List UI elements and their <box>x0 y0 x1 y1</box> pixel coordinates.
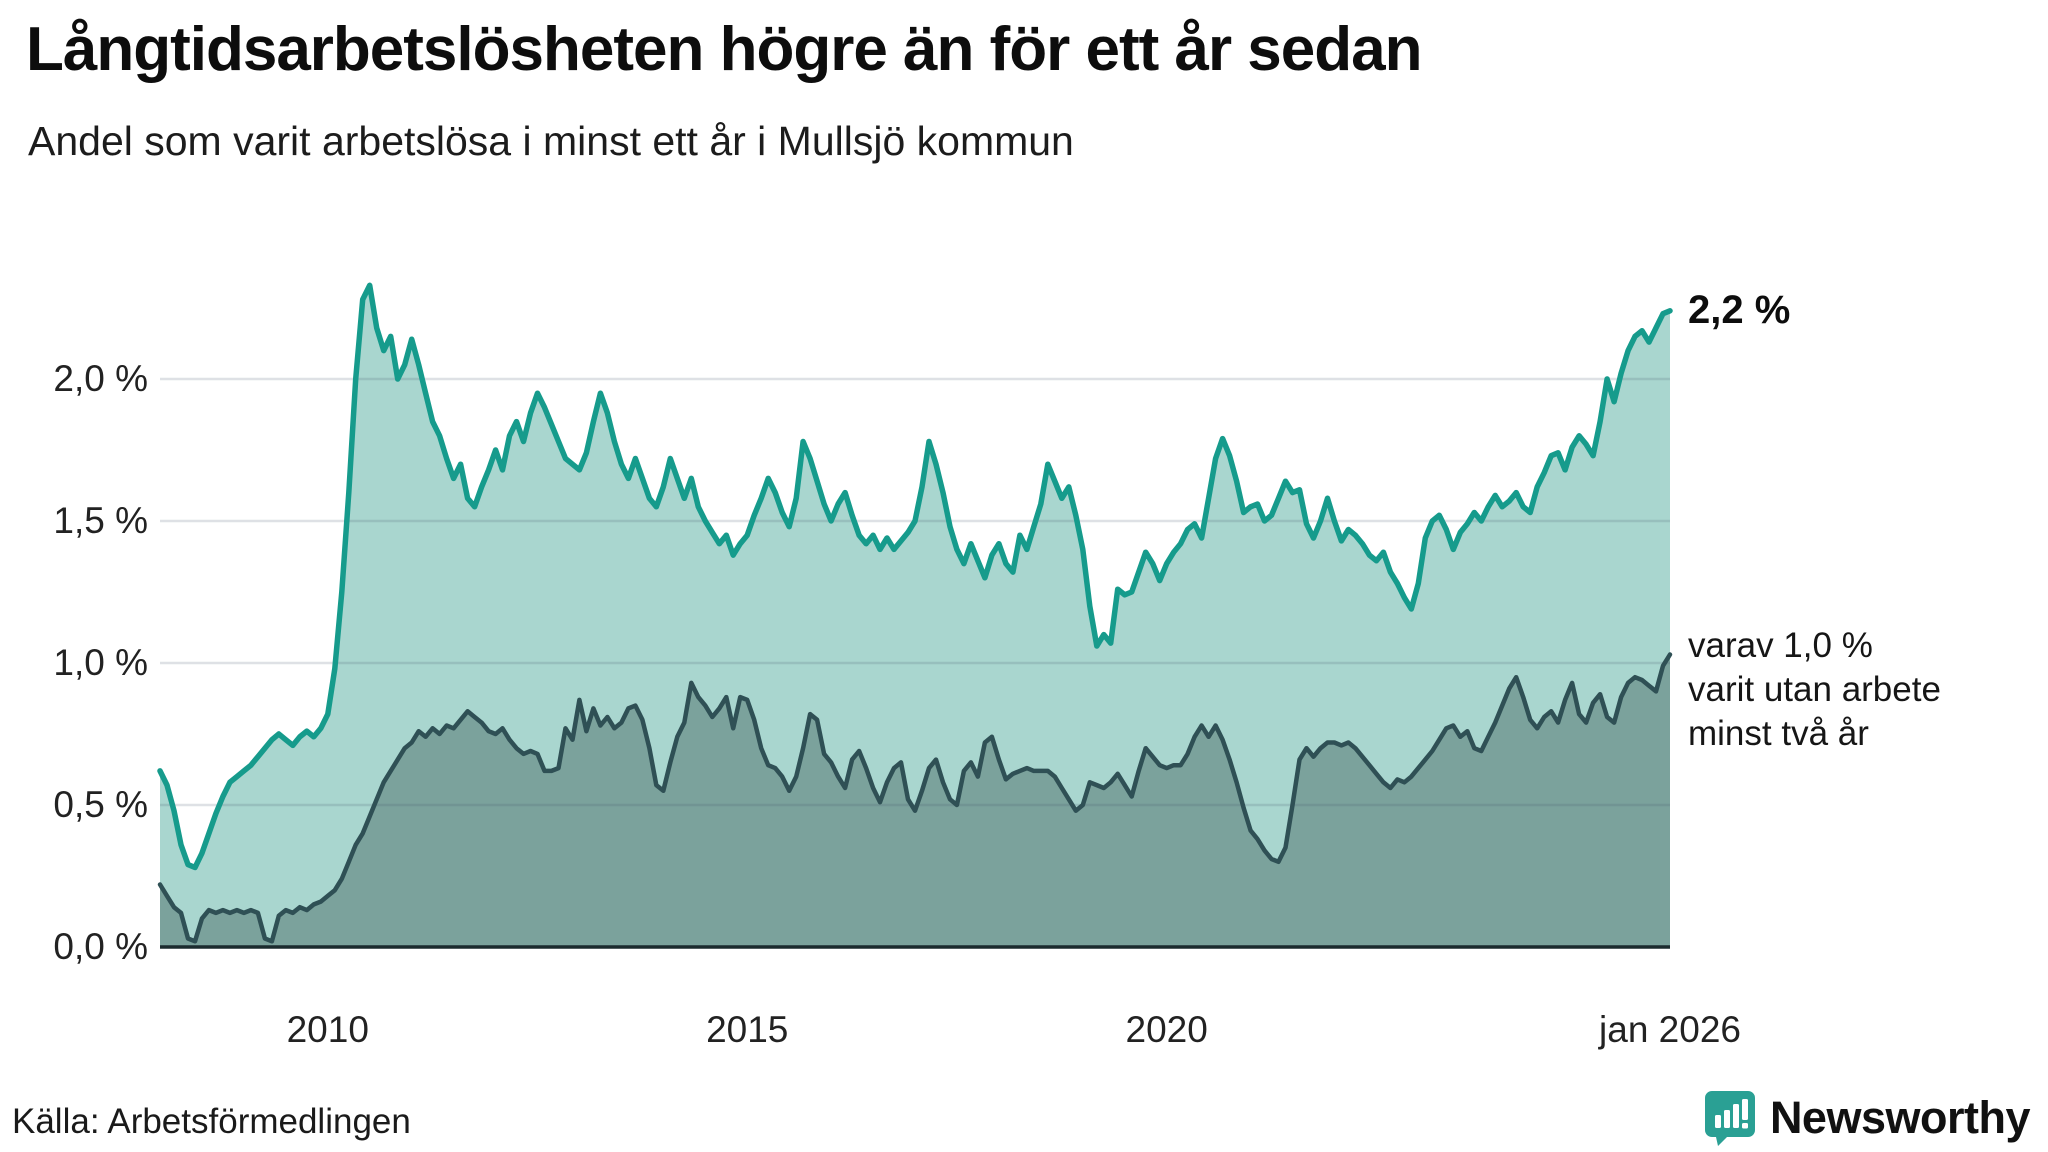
x-tick-label: 2010 <box>286 1009 369 1050</box>
x-tick-label: 2015 <box>706 1009 789 1050</box>
newsworthy-wordmark: Newsworthy <box>1769 1092 2031 1143</box>
y-tick-label: 1,0 % <box>53 642 148 683</box>
newsworthy-speech-bubble-bar-chart-icon <box>1704 1091 1755 1146</box>
x-tick-label: 2020 <box>1125 1009 1208 1050</box>
series2-annotation-line-3: minst två år <box>1688 714 1869 753</box>
x-tick-label: jan 2026 <box>1599 1009 1741 1050</box>
series1-line <box>157 282 1673 871</box>
series2-annotation-line-1: varav 1,0 % <box>1688 626 1873 665</box>
y-tick-label: 0,0 % <box>53 926 148 967</box>
series2-line <box>157 652 1673 944</box>
series2-area-fill <box>160 654 1670 947</box>
series2-annotation-line-2: varit utan arbete <box>1688 670 1941 709</box>
y-tick-label: 0,5 % <box>53 784 148 825</box>
series1-end-value-label: 2,2 % <box>1688 288 1791 332</box>
source-caption: Källa: Arbetsförmedlingen <box>12 1102 411 1141</box>
y-tick-label: 1,5 % <box>53 500 148 541</box>
page-subtitle: Andel som varit arbetslösa i minst ett å… <box>28 118 1074 164</box>
series2-end-annotation: varav 1,0 % varit utan arbete minst två … <box>1688 624 1941 756</box>
page-title: Långtidsarbetslösheten högre än för ett … <box>26 15 1422 84</box>
newsworthy-logo[interactable]: Newsworthy <box>1704 1090 2031 1146</box>
y-tick-label: 2,0 % <box>53 358 148 399</box>
